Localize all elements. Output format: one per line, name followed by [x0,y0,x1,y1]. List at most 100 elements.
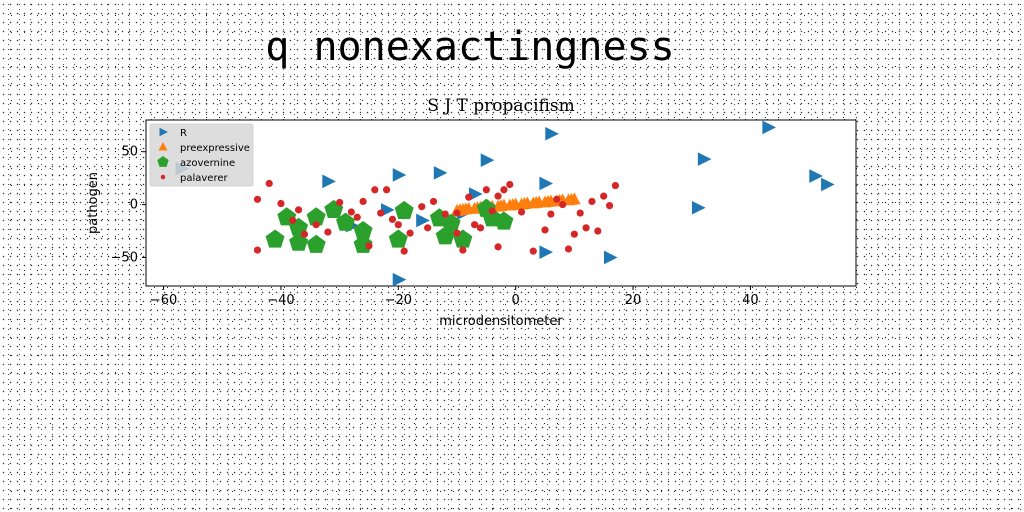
data-point [400,247,408,255]
data-point [424,224,432,232]
data-point [570,230,578,238]
data-point [459,202,473,215]
data-point [547,210,555,218]
data-point [394,200,414,219]
series-3 [253,179,620,255]
data-point [253,246,262,254]
data-point [253,195,262,203]
data-point [500,186,508,194]
data-point [588,197,596,206]
data-point [265,229,285,248]
data-point [539,245,554,259]
data-point [306,234,326,253]
data-point [541,226,549,234]
y-axis-label: pathogen [86,172,101,234]
data-point [553,195,561,203]
series-0 [175,120,835,287]
data-point [476,224,485,232]
data-point [392,168,407,182]
data-point [265,179,273,188]
data-point [353,213,361,221]
data-point [277,199,285,208]
data-point [494,211,514,230]
data-point [488,207,496,215]
data-marks [175,120,835,287]
data-point [312,221,320,229]
x-axis-label: microdensitometer [439,314,563,329]
data-point [565,192,578,205]
data-point [611,181,620,190]
data-point [494,199,508,212]
data-point [441,213,461,232]
data-point [494,243,502,251]
data-point [529,247,537,255]
data-point [382,186,391,194]
data-point [336,212,355,231]
data-point [468,187,483,201]
axes: −60 −40 −20 0 20 40 −50 0 50 [111,145,759,308]
data-point [480,153,495,167]
data-point [453,209,461,217]
data-point [529,196,543,208]
data-point [353,221,373,240]
data-point [697,152,712,166]
data-point [691,200,706,215]
legend-label: R [180,128,187,139]
data-point [470,221,479,229]
data-point [377,209,385,217]
data-point [821,177,835,192]
legend-marker [160,174,166,180]
data-point [322,174,336,189]
data-point [433,166,448,180]
data-point [564,245,573,253]
y-tick-label: −50 [111,250,138,265]
data-point [582,224,590,232]
chart-title: S J T propacifism [427,96,574,116]
x-tick-label: 20 [625,293,642,308]
x-tick-label: −40 [267,293,294,308]
data-point [388,215,397,223]
x-tick-label: −20 [385,293,412,308]
data-point [418,203,426,211]
data-point [541,194,555,207]
data-point [392,272,407,287]
y-tick-label: 0 [130,198,138,213]
data-point [300,230,309,238]
data-point [336,198,344,207]
data-point [306,207,326,226]
data-point [506,180,514,189]
data-point [365,242,373,250]
data-point [371,186,379,194]
data-point [294,206,303,214]
data-point [518,197,531,209]
data-point [482,186,490,194]
page-title: q nonexactingness [265,24,675,70]
legend-marker [157,156,169,167]
legend-marker [159,127,168,137]
data-point [441,210,449,218]
y-tick-label: 50 [121,145,138,160]
data-point [289,216,297,225]
legend-label: preexpressive [180,143,250,154]
data-point [359,197,367,206]
data-point [545,126,559,141]
legend-label: palaverer [180,173,228,184]
data-point [809,169,823,183]
data-point [347,208,355,216]
data-point [762,120,776,135]
x-tick-label: −60 [150,293,177,308]
data-point [506,198,520,211]
legend-box [149,123,254,187]
data-point [594,227,602,235]
legend-label: azovernine [180,158,235,169]
legend-marker [158,142,168,151]
data-point [600,192,608,200]
data-point [388,229,408,248]
data-point [380,203,395,217]
data-point [539,176,554,191]
data-point [453,229,461,237]
data-point [559,200,567,209]
data-point [494,192,502,200]
data-point [576,209,584,217]
